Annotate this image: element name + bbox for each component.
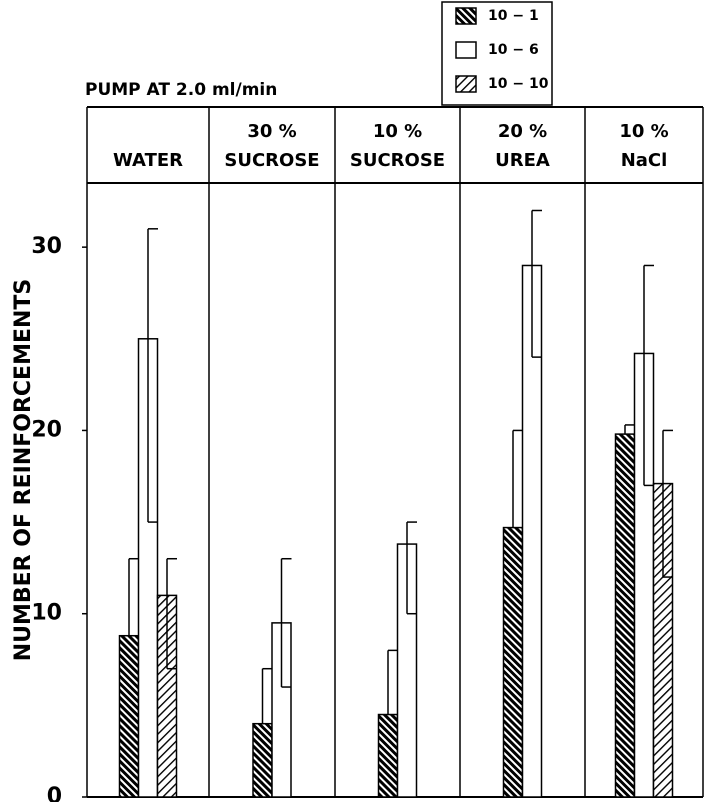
legend-label: 10 − 1 — [488, 8, 539, 24]
category-label: 10 % — [373, 121, 422, 142]
category-label: 10 % — [619, 121, 668, 142]
bar — [614, 433, 636, 798]
bar — [252, 722, 273, 798]
y-axis-label: NUMBER OF REINFORCEMENTS — [11, 279, 36, 662]
category-label: SUCROSE — [350, 150, 445, 171]
legend-swatch — [455, 75, 477, 93]
y-tick-label: 10 — [31, 601, 62, 626]
bar — [118, 634, 140, 798]
legend-label: 10 − 6 — [488, 42, 539, 58]
legend-label: 10 − 10 — [488, 76, 549, 92]
y-tick-label: 20 — [31, 417, 62, 442]
chart-title: PUMP AT 2.0 ml/min — [85, 80, 277, 100]
y-tick-label: 30 — [31, 234, 62, 259]
category-label: NaCl — [621, 150, 668, 171]
legend-swatch — [455, 7, 477, 25]
category-label: WATER — [113, 150, 183, 171]
category-label: UREA — [495, 150, 550, 171]
bar — [377, 713, 399, 798]
category-label: SUCROSE — [224, 150, 319, 171]
category-label: 30 % — [247, 121, 296, 142]
legend-swatch — [455, 41, 477, 59]
category-label: 20 % — [498, 121, 547, 142]
bar — [502, 526, 524, 798]
y-tick-label: 0 — [47, 784, 62, 802]
